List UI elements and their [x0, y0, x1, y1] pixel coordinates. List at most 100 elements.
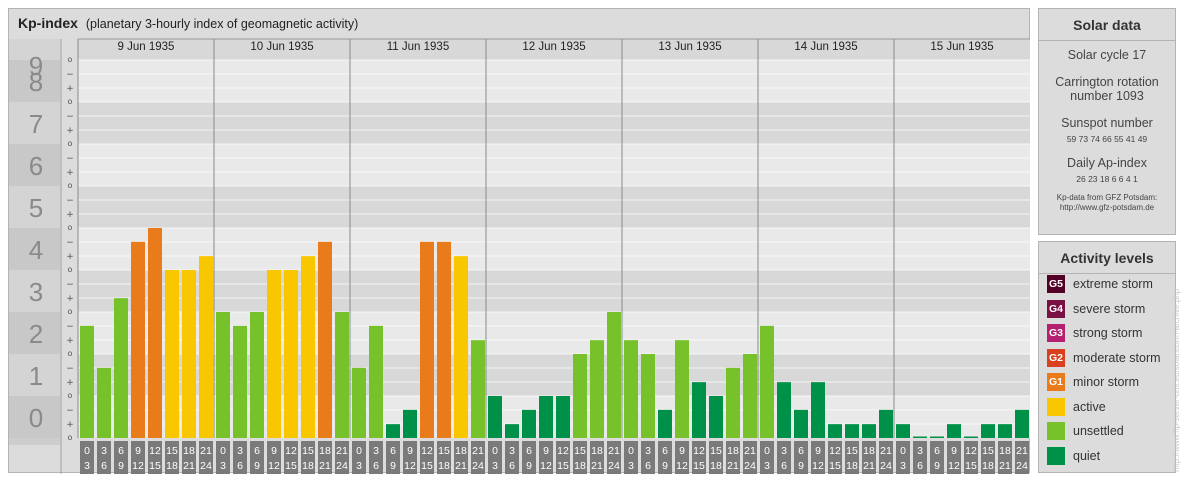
activity-level-swatch [1047, 446, 1065, 465]
interval-box [522, 441, 536, 474]
credit-line2: http://www.gfz-potsdam.de [1059, 203, 1155, 212]
interval-end-label: 3 [356, 460, 362, 472]
kp-bar [284, 270, 298, 438]
interval-end-label: 18 [982, 460, 994, 472]
interval-start-label: 18 [591, 445, 603, 457]
interval-box [403, 441, 417, 474]
interval-box [794, 441, 808, 474]
kp-bar [148, 228, 162, 438]
kp-bar [539, 396, 553, 438]
interval-box [182, 441, 196, 474]
interval-start-label: 21 [880, 445, 892, 457]
interval-end-label: 21 [319, 460, 331, 472]
y-axis-tile [9, 228, 60, 270]
interval-start-label: 3 [101, 445, 107, 457]
interval-start-label: 9 [407, 445, 413, 457]
interval-box [743, 441, 757, 474]
interval-end-label: 24 [608, 460, 620, 472]
interval-start-label: 0 [628, 445, 634, 457]
kp-bar [896, 424, 910, 438]
y-tick-label: 8 [29, 67, 43, 97]
interval-box [471, 441, 485, 474]
interval-start-label: 0 [220, 445, 226, 457]
interval-box [114, 441, 128, 474]
kp-bar [692, 382, 706, 438]
interval-end-label: 3 [492, 460, 498, 472]
kp-bar [505, 424, 519, 438]
interval-box [675, 441, 689, 474]
interval-end-label: 18 [710, 460, 722, 472]
minor-tick-label: o [68, 349, 73, 358]
kp-bar [998, 424, 1012, 438]
interval-start-label: 9 [679, 445, 685, 457]
y-tick-label: 1 [29, 361, 43, 391]
activity-level-label: severe storm [1073, 301, 1146, 316]
interval-start-label: 9 [543, 445, 549, 457]
interval-start-label: 21 [336, 445, 348, 457]
level-band [78, 60, 1030, 102]
kp-bar [590, 340, 604, 438]
interval-start-label: 0 [764, 445, 770, 457]
interval-start-label: 15 [438, 445, 450, 457]
interval-box [1015, 441, 1029, 474]
interval-start-label: 6 [390, 445, 396, 457]
interval-end-label: 18 [302, 460, 314, 472]
kp-bar [964, 436, 978, 438]
interval-start-label: 15 [166, 445, 178, 457]
interval-start-label: 18 [863, 445, 875, 457]
interval-box [658, 441, 672, 474]
interval-end-label: 21 [591, 460, 603, 472]
kp-bar [182, 270, 196, 438]
interval-end-label: 18 [166, 460, 178, 472]
interval-start-label: 21 [200, 445, 212, 457]
y-tick-label: 4 [29, 235, 43, 265]
interval-start-label: 12 [965, 445, 977, 457]
interval-end-label: 24 [472, 460, 484, 472]
kp-bar [607, 312, 621, 438]
interval-box [165, 441, 179, 474]
activity-level-active: active [1047, 397, 1106, 417]
interval-end-label: 12 [268, 460, 280, 472]
interval-end-label: 15 [557, 460, 569, 472]
minor-tick-label: − [66, 322, 74, 332]
interval-end-label: 3 [84, 460, 90, 472]
interval-box [811, 441, 825, 474]
minor-tick-label: + [66, 378, 74, 388]
interval-start-label: 3 [645, 445, 651, 457]
interval-end-label: 6 [781, 460, 787, 472]
kp-bar [777, 382, 791, 438]
interval-box [454, 441, 468, 474]
y-axis-tile [9, 312, 60, 354]
kp-chart-panel: Kp-index (planetary 3-hourly index of geo… [8, 8, 1030, 474]
interval-start-label: 6 [254, 445, 260, 457]
kp-chart: 0123456789o+−o+−o+−o+−o+−o+−o+−o+−o+−o9 … [9, 38, 1030, 474]
interval-end-label: 15 [421, 460, 433, 472]
minor-tick-label: − [66, 238, 74, 248]
interval-box [505, 441, 519, 474]
interval-box [335, 441, 349, 474]
activity-level-moderate-storm: G2 moderate storm [1047, 348, 1161, 368]
carrington-line1: Carrington rotation [1055, 75, 1159, 89]
interval-start-label: 0 [492, 445, 498, 457]
interval-start-label: 15 [846, 445, 858, 457]
y-tick-label: 6 [29, 151, 43, 181]
interval-end-label: 18 [846, 460, 858, 472]
interval-start-label: 18 [455, 445, 467, 457]
interval-box [590, 441, 604, 474]
interval-start-label: 9 [271, 445, 277, 457]
interval-box [896, 441, 910, 474]
interval-box [488, 441, 502, 474]
day-label: 10 Jun 1935 [250, 41, 313, 53]
activity-level-unsettled: unsettled [1047, 421, 1124, 441]
interval-start-label: 12 [149, 445, 161, 457]
kp-bar [1015, 409, 1029, 438]
interval-box [369, 441, 383, 474]
interval-box [216, 441, 230, 474]
interval-start-label: 21 [744, 445, 756, 457]
kp-bar [794, 409, 808, 438]
minor-tick-label: − [66, 70, 74, 80]
activity-level-minor-storm: G1 minor storm [1047, 372, 1139, 392]
interval-end-label: 21 [999, 460, 1011, 472]
kp-bar [760, 325, 774, 438]
kp-bar [199, 256, 213, 438]
